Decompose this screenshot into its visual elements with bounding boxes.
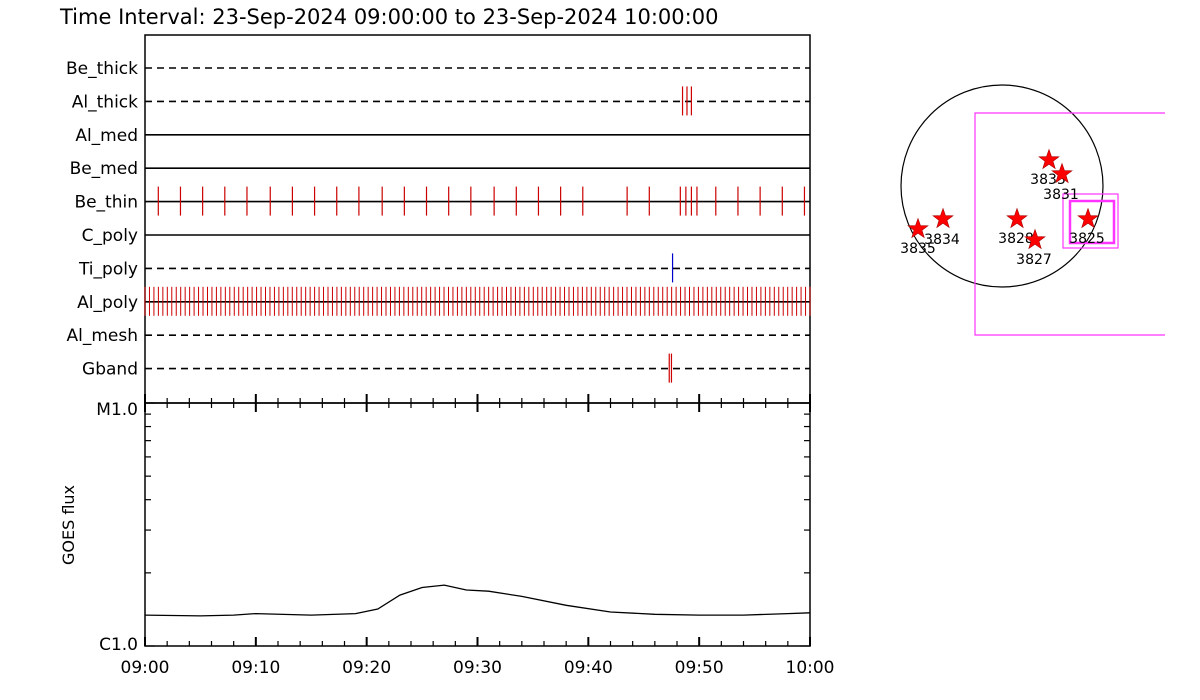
filter-label: Gband — [82, 360, 138, 380]
active-region-3825: 3825 — [1069, 207, 1105, 247]
y-axis-label: GOES flux — [59, 485, 78, 565]
filter-label: Ti_poly — [78, 259, 138, 279]
filter-row-c-poly: C_poly — [82, 226, 810, 246]
region-label: 3835 — [900, 241, 936, 257]
region-star-icon — [1024, 228, 1046, 250]
goes-frame — [144, 402, 811, 647]
filter-row-be-thin: Be_thin — [74, 186, 810, 216]
chart-title: Time Interval: 23-Sep-2024 09:00:00 to 2… — [59, 5, 718, 29]
filter-row-gband: Gband — [82, 353, 810, 383]
field-of-view-large — [974, 112, 1165, 336]
region-label: 3827 — [1016, 252, 1052, 268]
region-label: 3825 — [1069, 231, 1105, 247]
field-of-view-medium — [1062, 193, 1119, 249]
filter-label: Al_thick — [72, 92, 138, 112]
filter-row-be-thick: Be_thick — [66, 59, 810, 79]
filter-label: Al_mesh — [66, 326, 138, 346]
x-tick-label: 09:40 — [564, 658, 613, 678]
x-tick-label: 10:00 — [786, 658, 835, 678]
goes-flux-panel: 09:00 09:10 09:20 09:30 09:40 09:50 10:00 M1.0 C… — [59, 394, 835, 678]
filter-label: C_poly — [82, 226, 138, 246]
active-region-3835: 3835 — [900, 217, 936, 257]
filter-label: Al_poly — [77, 293, 138, 313]
x-tick-label: 09:10 — [231, 658, 280, 678]
filter-label: Be_thick — [66, 59, 138, 79]
x-tick-label: 09:30 — [453, 658, 502, 678]
x-tick-label: 09:50 — [675, 658, 724, 678]
filter-label: Be_thin — [74, 193, 138, 213]
active-region-3827: 3827 — [1016, 228, 1052, 268]
filter-row-al-thick: Al_thick — [72, 86, 810, 116]
y-tick-label: M1.0 — [96, 400, 138, 420]
y-tick-label: C1.0 — [99, 635, 138, 655]
region-star-icon — [1051, 162, 1073, 184]
active-region-3831: 3831 — [1043, 162, 1079, 203]
filter-label: Al_med — [75, 126, 138, 146]
filter-row-al-med: Al_med — [75, 126, 810, 146]
filter-row-ti-poly: Ti_poly — [78, 253, 810, 283]
region-star-icon — [1038, 148, 1060, 170]
filter-timeline-panel: Be_thick Al_thick Al_med Be_med Be_thin C_pol… — [66, 34, 811, 404]
filter-row-al-poly: Al_poly — [77, 286, 811, 316]
filter-row-be-med: Be_med — [70, 159, 810, 179]
region-star-icon — [1077, 207, 1099, 229]
region-star-icon — [932, 207, 954, 229]
region-star-icon — [907, 217, 929, 239]
region-label: 3833 — [1030, 172, 1066, 188]
filter-row-al-mesh: Al_mesh — [66, 326, 810, 346]
filter-label: Be_med — [70, 159, 138, 179]
region-label: 3831 — [1043, 187, 1079, 203]
region-label: 3828 — [998, 231, 1034, 247]
solar-disk — [900, 84, 1104, 288]
region-star-icon — [1006, 207, 1028, 229]
active-region-3828: 3828 — [998, 207, 1034, 247]
active-region-3834: 3834 — [924, 207, 960, 248]
active-region-3833: 3833 — [1030, 148, 1066, 188]
region-label: 3834 — [924, 232, 960, 248]
timeline-frame — [144, 34, 811, 404]
field-of-view-small — [1068, 199, 1116, 245]
x-tick-label: 09:00 — [121, 658, 170, 678]
x-tick-label: 09:20 — [342, 658, 391, 678]
goes-flux-line — [144, 584, 811, 617]
